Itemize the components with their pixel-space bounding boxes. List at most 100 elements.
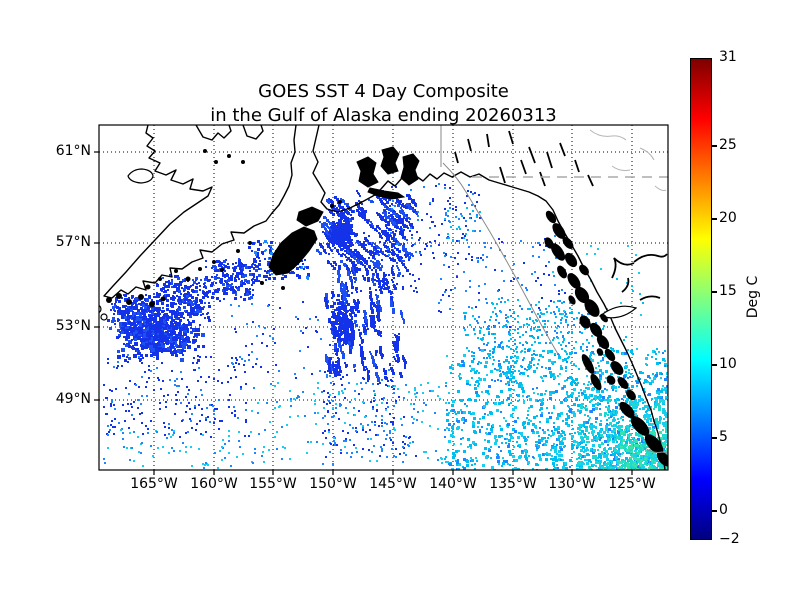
inlet-mark [611, 257, 635, 279]
coastline [103, 125, 297, 299]
archipelago-island [589, 322, 603, 338]
archipelago-island [619, 401, 635, 419]
lon-tick-label: 140°W [429, 476, 477, 492]
sst-cluster-central-blob-upper [326, 217, 358, 249]
archipelago-island [596, 334, 610, 350]
islet [260, 281, 264, 285]
inlet-mark [528, 146, 536, 164]
colorbar-tick-mark [712, 290, 717, 293]
map-frame [98, 124, 669, 471]
sst-cluster-central-blob-lower [328, 294, 356, 347]
archipelago-island [568, 295, 576, 305]
sst-cluster-mid-gulf-specks [438, 234, 567, 338]
islet [281, 286, 285, 290]
sst-cluster-central-streaks-upper [316, 190, 418, 272]
lake-outline [127, 168, 154, 184]
lon-tick-label: 145°W [369, 476, 417, 492]
sst-cluster-north-gulf-specks [384, 183, 482, 260]
lon-tick-label: 130°W [548, 476, 596, 492]
islet [236, 249, 240, 253]
sst-cluster-kodiak-east-specks [350, 226, 422, 294]
archipelago-island [644, 434, 664, 454]
islet [145, 284, 151, 290]
inlet-mark [574, 159, 580, 173]
colorbar-tick-label: 25 [719, 136, 737, 153]
sst-cluster-se-field-upper-sparse [463, 311, 604, 363]
islet-outline [100, 313, 108, 321]
sst-cluster-southwest-corner-specks [103, 429, 253, 469]
inlet-mark [508, 130, 514, 145]
islet [174, 269, 178, 273]
sst-cluster-peninsula-band-b [155, 274, 211, 322]
colorbar-tick-label: 15 [719, 282, 737, 299]
river-line [611, 165, 631, 171]
colorbar-tick-label: 10 [719, 355, 737, 372]
islet [214, 160, 218, 164]
lon-tick-label: 160°W [190, 476, 238, 492]
archipelago-island [590, 373, 602, 391]
islet [185, 276, 191, 282]
lon-tick-label: 135°W [489, 476, 537, 492]
islet [212, 260, 216, 264]
islet [248, 241, 252, 245]
islet [203, 149, 207, 153]
archipelago-island [557, 265, 567, 279]
islet [160, 296, 166, 302]
colorbar-tick-label: 31 [719, 49, 737, 65]
lon-tick-label: 125°W [608, 476, 656, 492]
political-border [442, 162, 559, 355]
inlet-mark [486, 133, 490, 148]
colorbar-tick-mark [712, 217, 717, 220]
lat-tick-label: 61°N [55, 143, 91, 159]
islet-outline [99, 304, 102, 314]
archipelago-island [606, 375, 616, 385]
sst-cluster-peninsula-band-a [107, 293, 166, 341]
sst-cluster-se-field-main [444, 348, 668, 470]
archipelago-island [617, 377, 629, 389]
inlet-mark [621, 277, 630, 293]
inlet-mark [639, 295, 661, 301]
coastline [312, 125, 666, 470]
sst-cluster-coastal-channel-specks [552, 245, 645, 442]
archipelago-island [600, 313, 608, 323]
islet [338, 200, 342, 204]
sst-cluster-central-trail-sparse [322, 369, 417, 458]
river-line [589, 129, 627, 141]
island [356, 156, 379, 188]
archipelago-island [562, 237, 574, 249]
island [380, 146, 400, 175]
island [400, 153, 420, 186]
islet [138, 294, 144, 300]
islet [116, 293, 122, 299]
archipelago-island [564, 252, 578, 268]
sst-cluster-peninsula-band-c [205, 258, 263, 302]
island [296, 206, 324, 227]
archipelago-island [545, 210, 557, 224]
archipelago-island [630, 416, 650, 436]
archipelago-island [584, 299, 600, 317]
island [367, 187, 406, 200]
colorbar-tick-mark [712, 436, 717, 439]
inlet-mark [587, 174, 594, 187]
inlet-mark [467, 138, 472, 152]
colorbar-tick-mark [712, 144, 717, 147]
colorbar-tick-mark [712, 363, 717, 366]
colorbar-tick-mark [712, 509, 717, 512]
archipelago-island [579, 315, 591, 329]
colorbar [690, 58, 712, 540]
lat-tick-label: 57°N [55, 234, 91, 250]
islet [126, 299, 132, 305]
lon-tick-label: 150°W [309, 476, 357, 492]
islet [330, 204, 334, 208]
lon-tick-label: 155°W [249, 476, 297, 492]
archipelago-island [596, 348, 604, 356]
inlet-mark [454, 151, 459, 164]
islet [106, 297, 112, 303]
inlet-mark [633, 253, 668, 263]
inlet-mark [546, 151, 553, 169]
inlet-mark [499, 166, 506, 184]
chart-title: GOES SST 4 Day Composite in the Gulf of … [99, 80, 668, 128]
archipelago-island [579, 264, 589, 276]
archipelago-island [552, 223, 566, 239]
